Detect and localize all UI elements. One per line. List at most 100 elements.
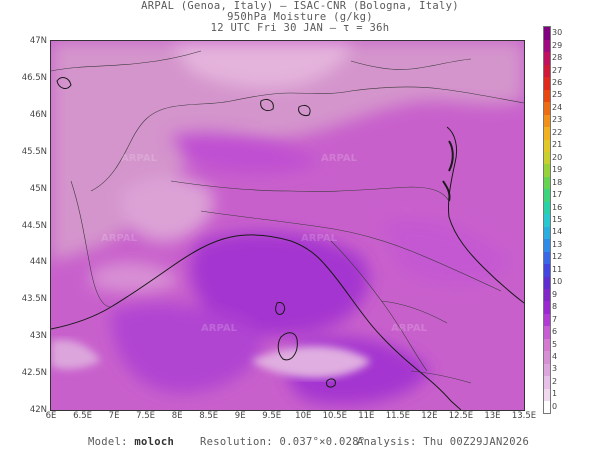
- lon-label: 8.5E: [199, 411, 219, 421]
- footer-model: Model: moloch: [88, 436, 174, 448]
- lat-label: 44N: [29, 257, 47, 268]
- colorbar-label: 15: [552, 215, 563, 224]
- lon-label: 9E: [234, 411, 246, 421]
- colorbar-label: 26: [552, 78, 563, 88]
- watermark-3: ARPAL: [101, 233, 138, 244]
- colorbar-label: 28: [552, 53, 563, 63]
- colorbar-segment: [544, 375, 550, 389]
- colorbar-segment: [544, 27, 550, 40]
- colorbar-segment: [544, 313, 550, 327]
- colorbar-segment: [544, 176, 550, 190]
- watermarks: ARPAL ARPAL ARPAL ARPAL ARPAL ARPAL: [101, 153, 428, 334]
- colorbar-label: 11: [552, 264, 563, 274]
- lat-label: 46.5N: [21, 72, 47, 83]
- lon-label: 13.5E: [511, 411, 537, 421]
- moisture-map: ARPAL ARPAL ARPAL ARPAL ARPAL ARPAL: [50, 40, 525, 411]
- colorbar-segment: [544, 251, 550, 265]
- colorbar-label: 5: [552, 339, 558, 349]
- colorbar-label: 4: [552, 351, 558, 361]
- field-southwest-moist: [111, 303, 263, 393]
- colorbar-label: 2: [552, 376, 558, 386]
- watermark-2: ARPAL: [321, 153, 358, 164]
- lon-label: 12E: [421, 411, 438, 421]
- border-apennine: [200, 210, 502, 292]
- header-title: ARPAL (Genoa, Italy) — ISAC-CNR (Bologna…: [141, 0, 459, 12]
- borders: [51, 50, 524, 384]
- lon-label: 12.5E: [448, 411, 474, 421]
- alpine-lakes: [56, 77, 311, 116]
- lat-label: 44.5N: [21, 220, 47, 231]
- colorbar-label: 8: [552, 302, 558, 312]
- lat-label: 43.5N: [21, 294, 47, 305]
- colorbar-segment: [544, 126, 550, 140]
- field-adriatic: [381, 218, 511, 285]
- colorbar: [543, 26, 551, 414]
- colorbar-label: 21: [552, 140, 563, 150]
- colorbar-segment: [544, 226, 550, 240]
- field-north-dry: [51, 41, 524, 261]
- colorbar-label: 1: [552, 389, 558, 399]
- lat-label: 45N: [29, 183, 47, 194]
- field-sea-moist: [190, 232, 370, 336]
- colorbar-label: 10: [552, 277, 563, 287]
- colorbar-segment: [544, 338, 550, 352]
- lon-label: 11E: [358, 411, 375, 421]
- colorbar-label: 18: [552, 177, 563, 187]
- colorbar-label: 0: [552, 401, 558, 411]
- colorbar-segment: [544, 39, 550, 53]
- field-west-patch: [51, 339, 101, 370]
- field-ligurian-band: [91, 262, 181, 293]
- header-field: 950hPa Moisture (g/kg): [227, 11, 373, 23]
- colorbar-segment: [544, 388, 550, 402]
- colorbar-segment: [544, 300, 550, 314]
- lat-label: 42N: [29, 405, 47, 415]
- border-central: [330, 240, 472, 384]
- island-giglio: [326, 378, 336, 388]
- colorbar-segment: [544, 288, 550, 302]
- colorbar-label: 29: [552, 40, 563, 50]
- model-name: moloch: [134, 436, 175, 448]
- colorbar-label: 9: [552, 289, 558, 299]
- border-north: [51, 50, 472, 72]
- watermark-1: ARPAL: [121, 153, 158, 164]
- colorbar-label: 12: [552, 252, 563, 262]
- colorbar-label: 3: [552, 364, 558, 374]
- lon-label: 9.5E: [262, 411, 282, 421]
- lat-label: 47N: [29, 36, 47, 46]
- lon-label: 8E: [171, 411, 183, 421]
- colorbar-segment: [544, 400, 550, 414]
- lon-label: 10.5E: [322, 411, 347, 421]
- colorbar-label: 19: [552, 165, 563, 175]
- colorbar-segment: [544, 276, 550, 289]
- colorbar-segment: [544, 114, 550, 128]
- colorbar-segment: [544, 163, 550, 177]
- watermark-4: ARPAL: [301, 233, 338, 244]
- field-alps-dry: [171, 41, 351, 88]
- colorbar-label: 30: [552, 28, 563, 38]
- lon-label: 6E: [45, 411, 57, 421]
- colorbar-label: 23: [552, 115, 563, 125]
- field-south-dry-patch: [251, 346, 371, 378]
- colorbar-label: 17: [552, 190, 563, 200]
- colorbar-segment: [544, 263, 550, 277]
- colorbar-label: 25: [552, 90, 563, 100]
- lat-label: 43N: [29, 331, 47, 342]
- colorbar-label: 24: [552, 102, 563, 112]
- header-time: 12 UTC Fri 30 JAN — τ = 36h: [210, 22, 390, 34]
- colorbar-label: 20: [552, 152, 563, 162]
- moisture-map-svg: ARPAL ARPAL ARPAL ARPAL ARPAL ARPAL: [51, 41, 524, 410]
- colorbar-label: 14: [552, 227, 563, 237]
- colorbar-segment: [544, 101, 550, 115]
- colorbar-segment: [544, 139, 550, 152]
- colorbar-segment: [544, 350, 550, 364]
- colorbar-segment: [544, 51, 550, 65]
- colorbar-segment: [544, 188, 550, 202]
- coastlines: [51, 77, 524, 410]
- watermark-6: ARPAL: [391, 323, 428, 334]
- colorbar-label: 22: [552, 127, 563, 137]
- colorbar-label: 27: [552, 65, 563, 75]
- coast-adriatic: [446, 126, 524, 304]
- colorbar-label: 16: [552, 202, 563, 212]
- border-france: [70, 180, 112, 308]
- border-po-regions: [170, 180, 450, 202]
